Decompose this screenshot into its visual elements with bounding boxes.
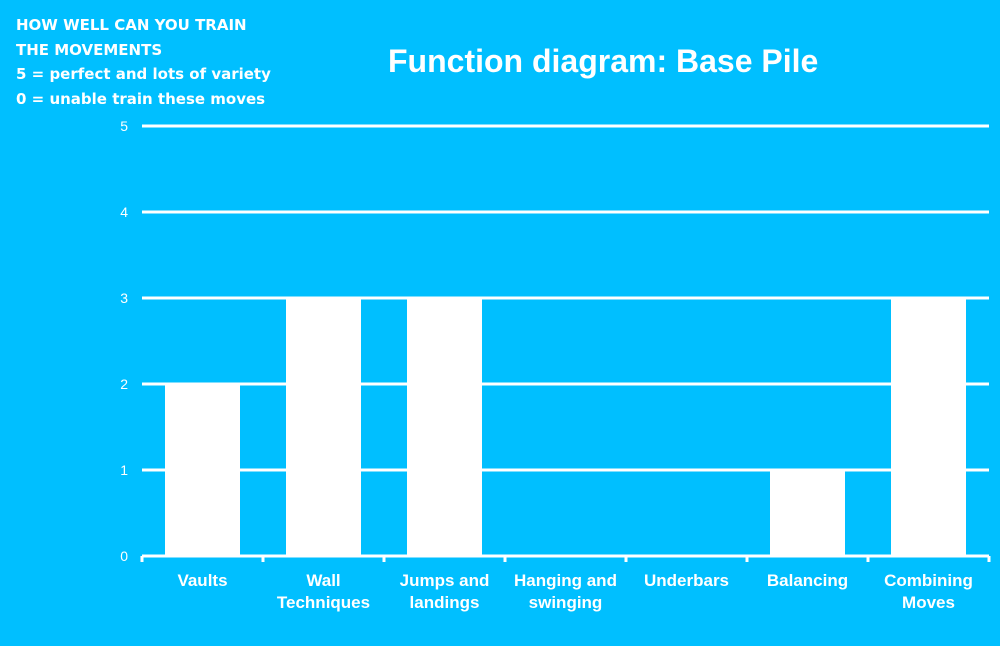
note-line: 0 = unable train these moves (16, 89, 266, 108)
bar (891, 298, 966, 556)
bars (165, 298, 966, 556)
chart-title: Function diagram: Base Pile (388, 43, 819, 79)
x-category-label: Balancing (767, 571, 848, 590)
y-tick-label: 5 (120, 118, 128, 134)
x-category-label: Vaults (177, 571, 227, 590)
x-category-label: Wall Techniques (277, 571, 370, 612)
x-category-label: Hanging and swinging (514, 571, 617, 612)
bar (165, 384, 240, 556)
note-line: THE MOVEMENTS (16, 40, 163, 59)
rating-scale-note: HOW WELL CAN YOU TRAIN THE MOVEMENTS 5 =… (16, 13, 271, 111)
y-tick-label: 4 (120, 204, 128, 220)
x-category-label: Underbars (644, 571, 729, 590)
y-tick-label: 2 (120, 376, 128, 392)
x-category-label: Combining Moves (884, 571, 973, 612)
axes (140, 554, 991, 562)
bar (770, 470, 845, 556)
note-line: 5 = perfect and lots of variety (16, 65, 271, 83)
note-line: HOW WELL CAN YOU TRAIN (16, 16, 247, 34)
y-tick-label: 3 (120, 290, 128, 306)
y-tick-label: 0 (120, 548, 128, 564)
x-category-label: Jumps and landings (400, 571, 490, 612)
y-tick-label: 1 (120, 462, 128, 478)
bar (407, 298, 482, 556)
gridlines (142, 124, 989, 472)
bar (286, 298, 361, 556)
labels: 0 1 2 3 4 5 Vaults Wall Techniques Jumps and landi… (120, 118, 973, 612)
